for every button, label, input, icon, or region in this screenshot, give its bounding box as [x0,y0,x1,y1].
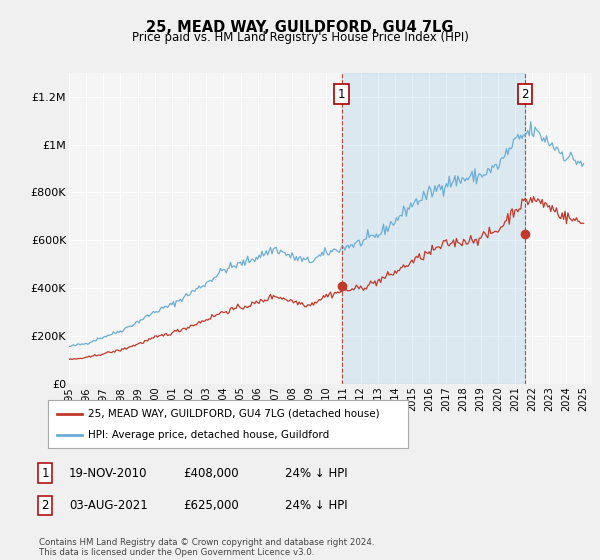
Text: 19-NOV-2010: 19-NOV-2010 [69,466,148,480]
Text: 1: 1 [41,466,49,480]
Text: Price paid vs. HM Land Registry's House Price Index (HPI): Price paid vs. HM Land Registry's House … [131,31,469,44]
Text: 25, MEAD WAY, GUILDFORD, GU4 7LG: 25, MEAD WAY, GUILDFORD, GU4 7LG [146,20,454,35]
Text: 24% ↓ HPI: 24% ↓ HPI [285,499,347,512]
Text: 25, MEAD WAY, GUILDFORD, GU4 7LG (detached house): 25, MEAD WAY, GUILDFORD, GU4 7LG (detach… [88,409,379,419]
Text: 1: 1 [338,88,346,101]
Text: £408,000: £408,000 [183,466,239,480]
Text: 03-AUG-2021: 03-AUG-2021 [69,499,148,512]
Text: 2: 2 [41,499,49,512]
Text: HPI: Average price, detached house, Guildford: HPI: Average price, detached house, Guil… [88,430,329,440]
Text: Contains HM Land Registry data © Crown copyright and database right 2024.
This d: Contains HM Land Registry data © Crown c… [39,538,374,557]
Text: 2: 2 [521,88,529,101]
Text: 24% ↓ HPI: 24% ↓ HPI [285,466,347,480]
Bar [342,73,525,384]
Text: £625,000: £625,000 [183,499,239,512]
